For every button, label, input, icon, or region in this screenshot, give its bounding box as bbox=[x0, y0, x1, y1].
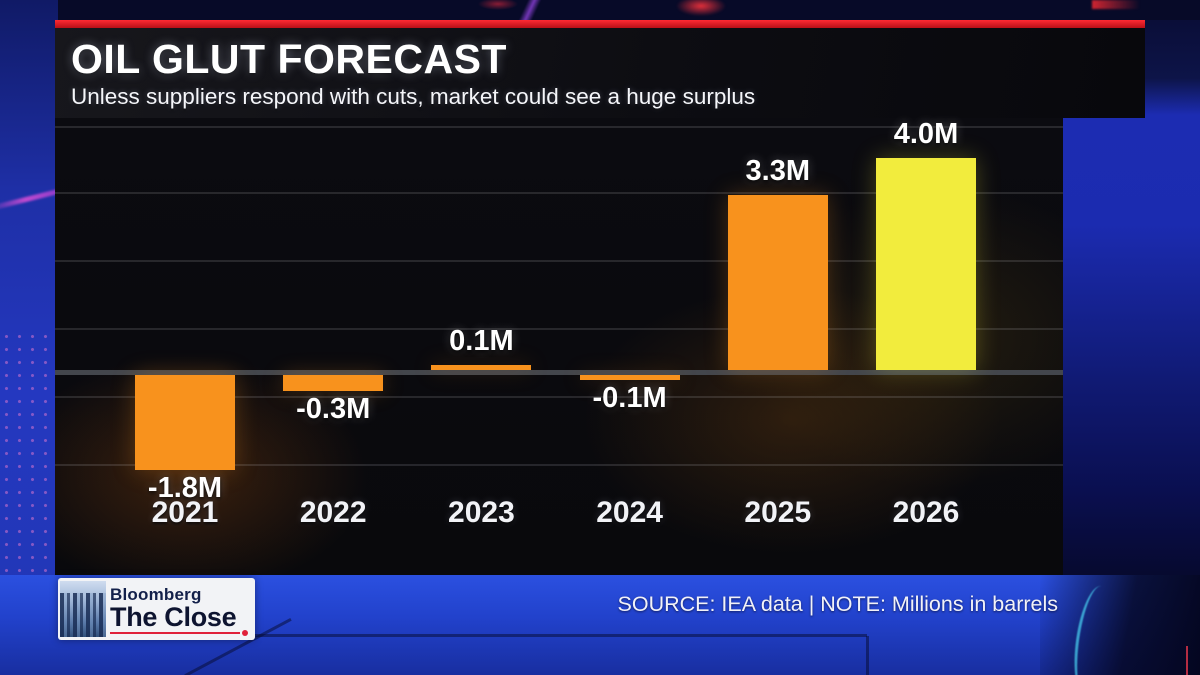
bar-2022 bbox=[283, 375, 384, 391]
desk-seam bbox=[866, 636, 869, 675]
gridline bbox=[55, 192, 1063, 194]
desk-seam bbox=[255, 634, 867, 637]
bar-2023 bbox=[431, 364, 532, 370]
studio-top-wall bbox=[58, 0, 1200, 22]
gridline bbox=[55, 464, 1063, 466]
gridline bbox=[55, 260, 1063, 262]
red-light-line bbox=[1186, 646, 1188, 675]
value-label-2023: 0.1M bbox=[449, 324, 514, 357]
red-accent-strip bbox=[55, 20, 1145, 28]
source-note: SOURCE: IEA data | NOTE: Millions in bar… bbox=[617, 592, 1059, 616]
bar-2025 bbox=[727, 195, 828, 370]
gridline bbox=[55, 126, 1063, 128]
skyline-image bbox=[60, 581, 106, 637]
year-label-2025: 2025 bbox=[744, 496, 812, 529]
zero-axis-line bbox=[55, 370, 1063, 375]
year-label-2023: 2023 bbox=[448, 496, 515, 529]
bottom-right-shadow bbox=[1040, 575, 1200, 675]
value-label-2026: 4.0M bbox=[893, 118, 959, 150]
bar-2021 bbox=[135, 375, 235, 471]
show-title: The Close bbox=[110, 602, 237, 632]
value-label-2021: -1.8M bbox=[147, 472, 223, 505]
value-label-2024: -0.1M bbox=[592, 382, 667, 415]
bar-2026 bbox=[876, 158, 976, 370]
gridline bbox=[55, 328, 1063, 330]
studio-left-wall bbox=[0, 0, 58, 675]
year-label-2024: 2024 bbox=[596, 496, 663, 529]
red-glow-decoration bbox=[676, 0, 726, 16]
year-label-2021: 2021 bbox=[151, 496, 219, 529]
bloomberg-logo-card: Bloomberg The Close bbox=[58, 578, 255, 640]
year-label-2022: 2022 bbox=[299, 496, 367, 529]
chart-title: OIL GLUT FORECAST bbox=[71, 36, 507, 82]
red-underline-decoration bbox=[110, 630, 248, 636]
value-label-2025: 3.3M bbox=[745, 155, 811, 188]
title-banner: OIL GLUT FORECAST Unless suppliers respo… bbox=[55, 20, 1145, 118]
gridline bbox=[55, 396, 1063, 398]
studio-right-wall bbox=[1063, 20, 1200, 675]
bar-2024 bbox=[579, 375, 680, 381]
bar-chart-panel: -1.8M 2021 -0.3M 2022 0.1M 2023 -0.1M 2024 3.3M 2… bbox=[55, 118, 1063, 575]
red-corner-streak bbox=[1092, 0, 1140, 9]
chart-subtitle: Unless suppliers respond with cuts, mark… bbox=[71, 84, 756, 109]
bloomberg-wordmark: Bloomberg bbox=[110, 585, 202, 604]
value-label-2022: -0.3M bbox=[296, 392, 371, 425]
year-label-2026: 2026 bbox=[892, 496, 960, 529]
